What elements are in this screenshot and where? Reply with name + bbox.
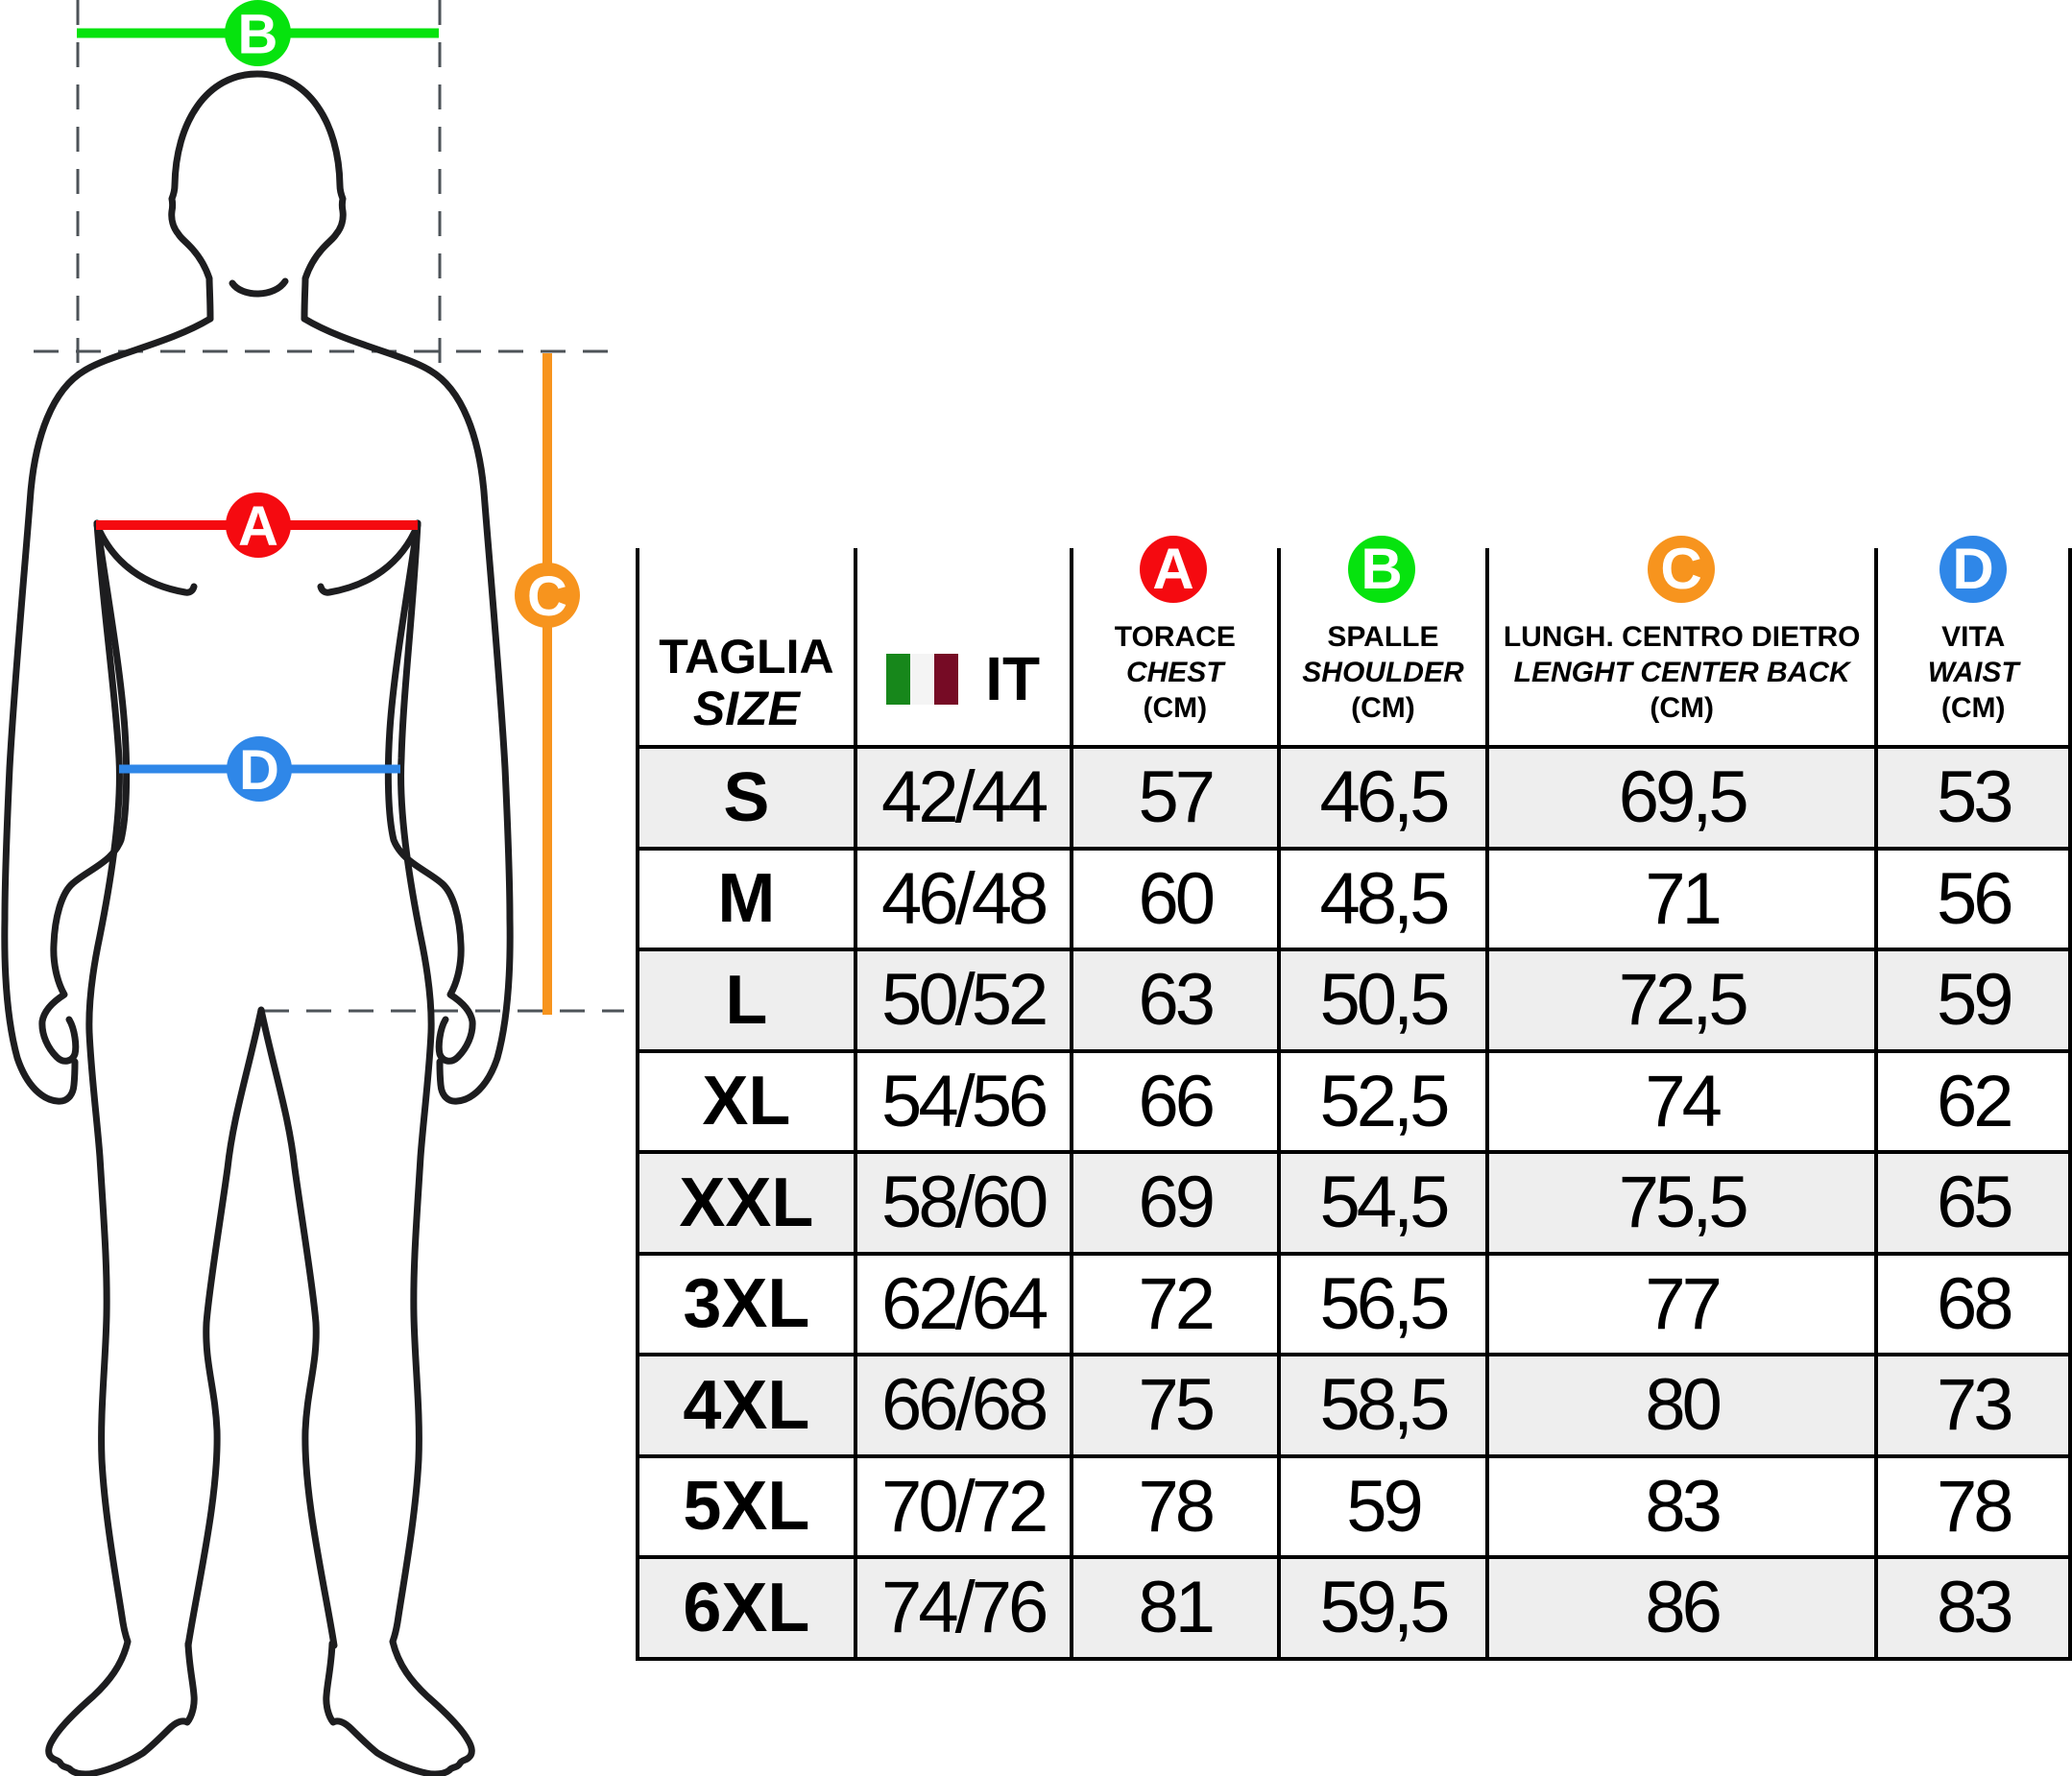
svg-text:C: C <box>527 565 567 628</box>
svg-text:B: B <box>238 4 278 66</box>
svg-text:A: A <box>238 495 278 558</box>
svg-text:D: D <box>239 739 279 802</box>
